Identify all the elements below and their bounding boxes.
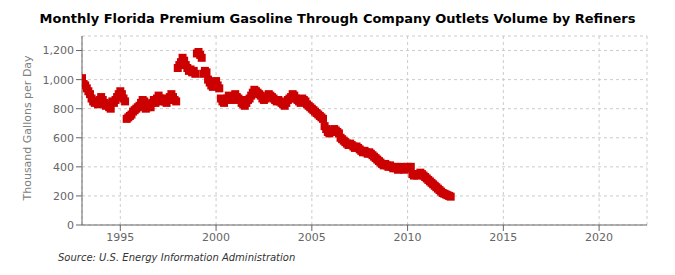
svg-text:0: 0 bbox=[67, 219, 74, 232]
svg-text:1,000: 1,000 bbox=[43, 74, 75, 87]
svg-text:2020: 2020 bbox=[585, 231, 613, 244]
svg-text:600: 600 bbox=[53, 132, 74, 145]
svg-text:2010: 2010 bbox=[394, 231, 422, 244]
svg-text:Thousand Gallons per Day: Thousand Gallons per Day bbox=[21, 55, 34, 202]
svg-text:1,200: 1,200 bbox=[43, 44, 75, 57]
svg-text:2000: 2000 bbox=[202, 231, 230, 244]
html-text:Source: U.S. Energy Informatio: Source: U.S. Energy Information Administ… bbox=[58, 252, 296, 263]
svg-text:400: 400 bbox=[53, 161, 74, 174]
html-text:Monthly Florida Premium Gasoli: Monthly Florida Premium Gasoline Through… bbox=[39, 11, 636, 26]
svg-text:2015: 2015 bbox=[489, 231, 517, 244]
svg-text:1995: 1995 bbox=[106, 231, 134, 244]
svg-text:800: 800 bbox=[53, 103, 74, 116]
svg-text:2005: 2005 bbox=[298, 231, 326, 244]
svg-text:200: 200 bbox=[53, 190, 74, 203]
